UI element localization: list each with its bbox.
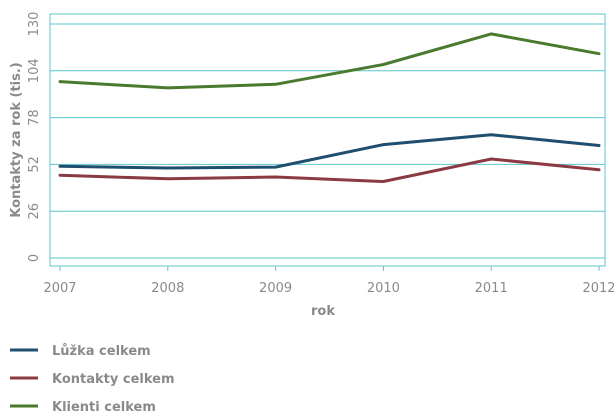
series-line-2: [58, 157, 601, 183]
y-tick-label: 0: [27, 254, 42, 262]
series-lines: [58, 32, 601, 183]
y-tick-label: 130: [27, 12, 42, 37]
y-axis-label: Kontakty za rok (tis.): [9, 62, 24, 218]
y-tick-label: 52: [27, 156, 42, 173]
axes: [49, 13, 606, 271]
y-tick-label: 78: [27, 109, 42, 126]
plot-frame: [49, 13, 606, 267]
y-tick-label: 26: [27, 203, 42, 220]
x-tick-label: 2008: [151, 281, 184, 296]
x-tick-label: 2009: [259, 281, 292, 296]
x-tick-label: 2011: [475, 281, 508, 296]
tick-labels: 0 26 52 78 104 130 2007 2008 2009 2010 2011 2012: [27, 12, 614, 296]
x-tick-label: 2007: [43, 281, 76, 296]
x-axis-label: rok: [311, 304, 335, 319]
series-line-3: [58, 32, 601, 90]
series-line-1: [58, 133, 601, 170]
x-tick-label: 2010: [367, 281, 400, 296]
y-tick-label: 104: [27, 58, 42, 83]
legend-label: Lůžka celkem: [52, 344, 151, 359]
legend-label: Kontakty celkem: [52, 372, 175, 387]
legend: Lůžka celkem Kontakty celkem Klienti celke…: [10, 344, 175, 412]
grid-lines: [50, 23, 605, 259]
x-tick-label: 2012: [582, 281, 614, 296]
legend-label: Klienti celkem: [52, 400, 156, 412]
